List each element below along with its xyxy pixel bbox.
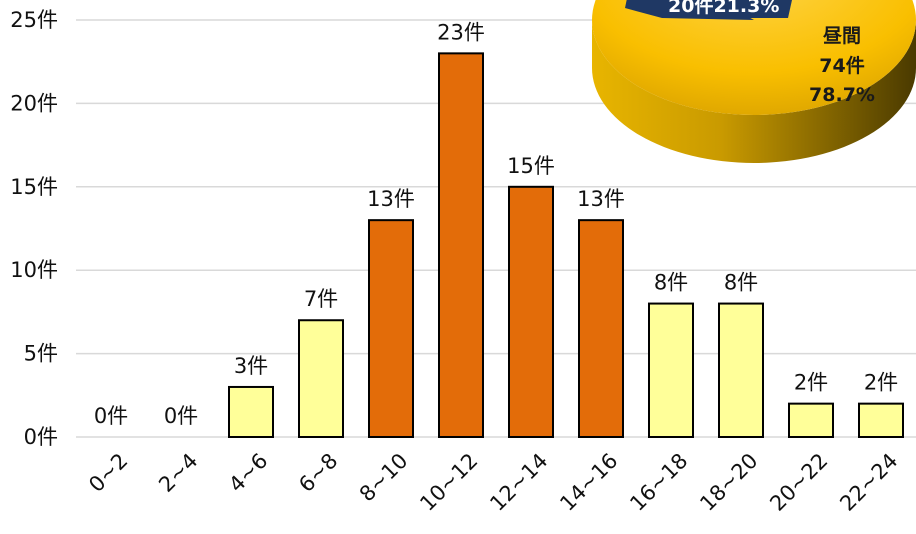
pie-percent-daytime: 78.7% (809, 84, 875, 106)
gridlines (76, 19, 916, 438)
data-label: 8件 (654, 271, 688, 295)
data-label: 23件 (437, 20, 485, 44)
bars (228, 52, 904, 439)
x-tick-label: 22~24 (835, 449, 902, 516)
pie-partial-label: 20件21.3% (668, 0, 779, 17)
data-label: 2件 (794, 371, 828, 395)
pie-chart-inset: 20件21.3% 昼間 74件 78.7% (592, 0, 916, 163)
data-label: 13件 (367, 187, 415, 211)
bar (718, 302, 764, 438)
bar (508, 185, 554, 438)
pie-count-daytime: 74件 (819, 54, 864, 77)
x-tick-label: 6~8 (294, 449, 342, 497)
x-tick-label: 10~12 (415, 449, 482, 516)
data-label: 0件 (164, 404, 198, 428)
x-tick-label: 20~22 (765, 449, 832, 516)
pie-slice-night-edge (662, 0, 792, 18)
y-tick-label: 15件 (10, 175, 58, 199)
x-tick-label: 4~6 (224, 449, 272, 497)
data-label: 8件 (724, 271, 758, 295)
x-tick-label: 2~4 (154, 449, 202, 497)
y-tick-label: 10件 (10, 258, 58, 282)
x-tick-label: 0~2 (84, 449, 132, 497)
data-label: 15件 (507, 154, 555, 178)
x-tick-label: 12~14 (485, 449, 552, 516)
x-tick-label: 14~16 (555, 449, 622, 516)
bar (368, 219, 414, 438)
bar (438, 52, 484, 439)
x-tick-label: 8~10 (355, 449, 413, 507)
x-tick-label: 16~18 (625, 449, 692, 516)
data-label: 3件 (234, 354, 268, 378)
pie-slice-daytime (592, 0, 916, 115)
x-axis: 0~2 2~4 4~6 6~8 8~10 10~12 12~14 14~16 16~18 18~2… (84, 449, 902, 516)
pie-label-daytime: 昼間 (823, 25, 861, 47)
y-tick-label: 0件 (24, 425, 58, 449)
y-tick-label: 25件 (10, 8, 58, 32)
y-tick-label: 20件 (10, 91, 58, 115)
data-label: 0件 (94, 404, 128, 428)
x-tick-label: 18~20 (695, 449, 762, 516)
data-label: 13件 (577, 187, 625, 211)
bar (298, 319, 344, 438)
bar (578, 219, 624, 438)
bar (788, 402, 834, 439)
bar (648, 302, 694, 438)
bar (228, 385, 274, 438)
y-tick-label: 5件 (24, 342, 58, 366)
data-label: 7件 (304, 287, 338, 311)
pie-side (592, 20, 916, 163)
data-label: 2件 (864, 371, 898, 395)
bar (858, 402, 904, 439)
y-axis: 0件 5件 10件 15件 20件 25件 (10, 8, 58, 449)
data-labels: 0件 0件 3件 7件 13件 23件 15件 13件 8件 8件 2件 2件 (94, 20, 898, 428)
